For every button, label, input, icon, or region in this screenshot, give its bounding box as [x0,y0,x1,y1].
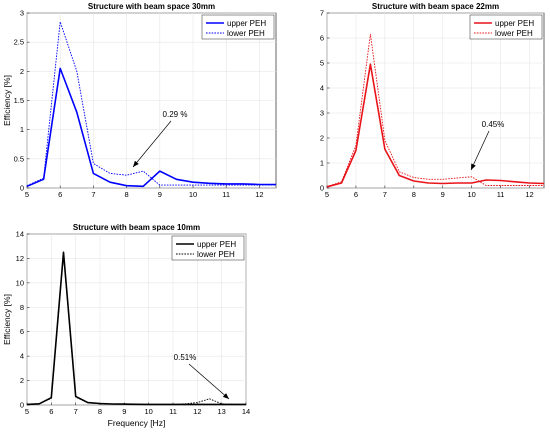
x-axis-label: Frequency [Hz] [108,418,166,428]
x-tick-label: 10 [144,407,152,416]
y-tick-label: 2 [20,376,24,385]
y-tick-label: 0 [20,401,24,410]
y-tick-label: 1 [20,125,24,134]
annotation-label: 0.29 % [163,110,188,119]
annotation-arrow [188,363,230,400]
y-tick-label: 8 [20,303,24,312]
series-line-upper-peh [26,67,276,188]
x-tick-label: 10 [189,190,197,199]
x-tick-label: 11 [169,407,177,416]
legend-box [171,235,245,261]
legend-box [469,14,543,40]
y-tick-label: 5 [320,59,324,68]
annotation-label: 0.51% [174,353,197,362]
annotation-label: 0.45% [482,120,505,129]
series-line-upper-peh [326,63,545,188]
y-tick-label: 0 [20,184,24,193]
x-tick-label: 13 [217,407,225,416]
legend-label: upper PEH [227,19,266,28]
x-tick-label: 11 [222,190,230,199]
chart-title: Structure with beam space 30mm [88,2,215,11]
legend-label: upper PEH [197,240,236,249]
x-tick-label: 12 [525,190,533,199]
x-tick-label: 6 [58,190,62,199]
legend-label: lower PEH [197,250,235,259]
x-tick-label: 14 [242,407,250,416]
annotation-arrow [132,120,172,168]
x-tick-label: 5 [25,407,29,416]
x-tick-label: 7 [91,190,95,199]
y-tick-label: 3 [20,9,24,18]
y-tick-label: 12 [16,254,24,263]
x-tick-label: 12 [255,190,263,199]
x-tick-label: 6 [49,407,53,416]
y-tick-label: 6 [20,327,24,336]
x-tick-label: 8 [412,190,416,199]
y-tick-label: 7 [320,9,324,18]
legend-box [201,14,275,40]
chart-1: 5 6 7 8 9 10 11 12 0 0.5 1 1.5 2 2.5 3 Structure with b… [2,2,277,199]
x-tick-label: 12 [193,407,201,416]
y-axis-label: Efficiency [%] [2,75,12,126]
x-tick-label: 8 [98,407,102,416]
legend-label: lower PEH [495,29,533,38]
x-tick-label: 7 [74,407,78,416]
legend-label: upper PEH [495,19,534,28]
x-tick-label: 9 [158,190,162,199]
legend-label: lower PEH [227,29,265,38]
plot-area [326,12,545,189]
x-tick-label: 10 [467,190,475,199]
y-tick-label: 1.5 [14,96,24,105]
y-tick-label: 14 [16,230,24,239]
y-tick-label: 4 [20,352,24,361]
series-line-lower-peh [26,21,276,187]
x-tick-label: 9 [122,407,126,416]
y-tick-label: 3 [320,109,324,118]
series-line-upper-peh [26,251,246,406]
y-tick-label: 0.5 [14,154,24,163]
y-tick-label: 4 [320,84,324,93]
y-tick-label: 1 [320,159,324,168]
y-tick-label: 10 [16,278,24,287]
y-tick-label: 2 [20,67,24,76]
x-tick-label: 5 [325,190,329,199]
y-tick-label: 2.5 [14,38,24,47]
chart-title: Structure with beam space 22mm [372,2,499,11]
chart-title: Structure with beam space 10mm [73,223,200,232]
x-tick-label: 6 [354,190,358,199]
annotation-arrow [470,130,490,171]
annotation-arrowhead [133,160,139,167]
x-tick-label: 5 [25,190,29,199]
series-line-lower-peh [26,254,246,405]
x-tick-label: 7 [383,190,387,199]
series-line-lower-peh [326,33,544,187]
y-tick-label: 2 [320,134,324,143]
y-axis-label: Efficiency [%] [2,294,12,345]
x-tick-label: 9 [441,190,445,199]
annotation-arrowhead [471,163,476,170]
x-tick-label: 8 [125,190,129,199]
y-tick-label: 6 [320,34,324,43]
chart-3: 5 6 7 8 9 10 11 12 13 14 0 2 4 6 8 10 12 14 Structure with… [2,223,250,428]
x-tick-label: 11 [497,190,505,199]
annotation-arrowhead [222,393,229,399]
y-tick-label: 0 [320,184,324,193]
